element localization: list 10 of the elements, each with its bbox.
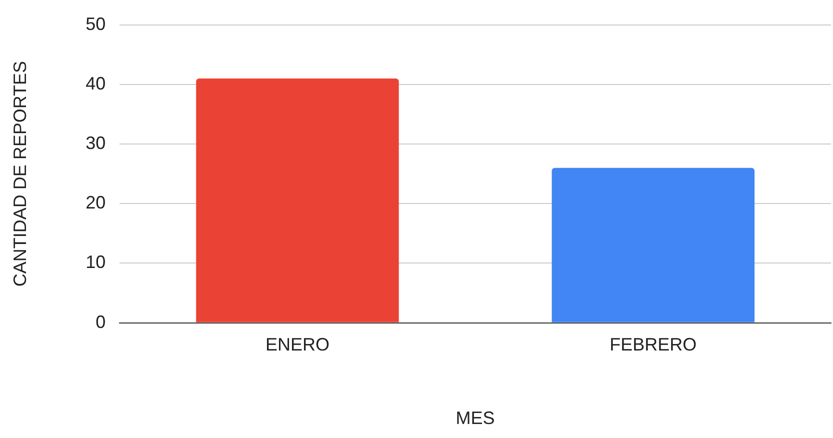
y-tick-label: 0 — [96, 312, 106, 332]
x-axis-title: MES — [456, 408, 495, 428]
y-tick-label: 40 — [86, 73, 106, 94]
x-tick-label: ENERO — [265, 334, 330, 355]
y-tick-label: 30 — [86, 132, 106, 153]
y-axis-title: CANTIDAD DE REPORTES — [10, 60, 30, 287]
y-tick-label: 20 — [86, 192, 106, 213]
x-tick-label: FEBRERO — [610, 334, 697, 355]
y-tick-label: 10 — [86, 252, 106, 272]
y-tick-label: 50 — [86, 14, 106, 34]
